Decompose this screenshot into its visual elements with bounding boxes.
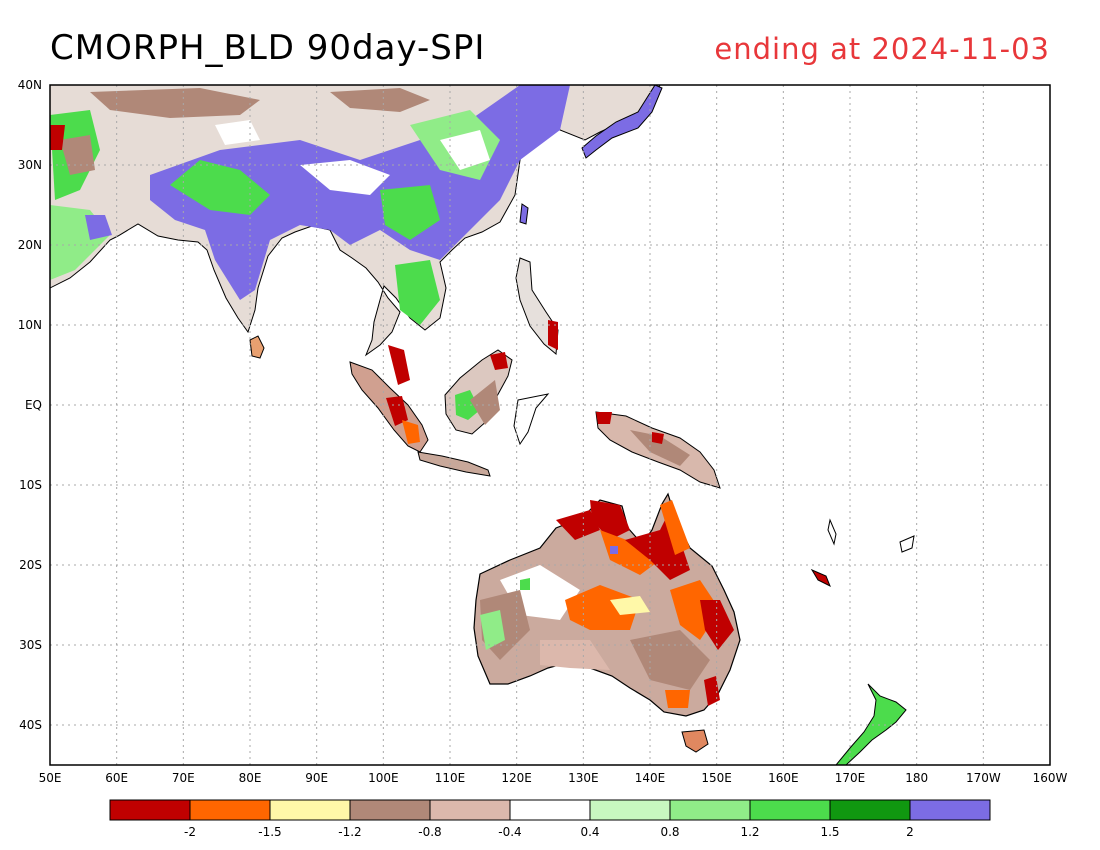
land-taiwan (519, 203, 529, 225)
lon-tick-label: 50E (39, 771, 62, 785)
land-new-zealand (835, 683, 907, 765)
land-fiji (810, 568, 831, 588)
land-japan (581, 85, 663, 159)
legend-swatch (749, 799, 831, 821)
lon-tick-label: 90E (305, 771, 328, 785)
lon-tick-label: 160W (1033, 771, 1068, 785)
legend-label: 1.5 (820, 825, 839, 839)
map-field (50, 85, 915, 765)
land-vanuatu (827, 518, 837, 546)
lat-tick-label: EQ (25, 398, 42, 412)
legend-label: 0.8 (660, 825, 679, 839)
legend-label: -1.5 (258, 825, 281, 839)
land-sulawesi (513, 393, 550, 446)
land-new-caledonia (899, 535, 915, 553)
lat-tick-label: 20N (18, 238, 42, 252)
color-legend: -2 -1.5 -1.2 -0.8 -0.4 0.4 0.8 1.2 1.5 2 (109, 799, 991, 839)
grid-lines (50, 85, 1050, 765)
legend-label: 1.2 (740, 825, 759, 839)
legend-swatch (429, 799, 511, 821)
lon-tick-label: 170E (835, 771, 866, 785)
lat-tick-label: 10N (18, 318, 42, 332)
legend-label: -1.2 (338, 825, 361, 839)
legend-label: -0.4 (498, 825, 521, 839)
lon-tick-label: 150E (701, 771, 732, 785)
legend-swatch (269, 799, 351, 821)
land-sri-lanka (249, 335, 265, 359)
lat-tick-label: 10S (19, 478, 42, 492)
map-subtitle: ending at 2024-11-03 (714, 32, 1050, 66)
land-java (417, 451, 491, 477)
lat-tick-label: 30S (19, 638, 42, 652)
lat-tick-label: 40S (19, 718, 42, 732)
legend-label: -0.8 (418, 825, 441, 839)
lon-tick-label: 130E (568, 771, 599, 785)
lon-tick-label: 140E (635, 771, 666, 785)
lat-tick-label: 30N (18, 158, 42, 172)
lon-tick-label: 170W (966, 771, 1001, 785)
legend-swatch (189, 799, 271, 821)
lon-tick-label: 160E (768, 771, 799, 785)
lon-tick-label: 110E (435, 771, 466, 785)
map-frame (49, 84, 1051, 766)
lon-tick-label: 60E (105, 771, 128, 785)
lon-tick-label: 80E (239, 771, 262, 785)
land-philippines (515, 257, 559, 355)
latitude-labels: 40N 30N 20N 10N EQ 10S 20S 30S 40S (18, 78, 42, 732)
lon-tick-label: 100E (368, 771, 399, 785)
legend-label: 2 (906, 825, 914, 839)
legend-label: -2 (184, 825, 196, 839)
lat-tick-label: 20S (19, 558, 42, 572)
legend-swatch (829, 799, 911, 821)
spi-patches (50, 85, 690, 466)
legend-label: 0.4 (580, 825, 599, 839)
lon-tick-label: 120E (501, 771, 532, 785)
legend-swatch (109, 799, 191, 821)
legend-swatch (349, 799, 431, 821)
lon-tick-label: 180 (905, 771, 928, 785)
lat-tick-label: 40N (18, 78, 42, 92)
legend-swatch (589, 799, 671, 821)
map-title: CMORPH_BLD 90day-SPI (50, 28, 486, 68)
legend-swatch (909, 799, 991, 821)
legend-swatch (669, 799, 751, 821)
lon-tick-label: 70E (172, 771, 195, 785)
land-tasmania (681, 729, 709, 753)
legend-swatch (509, 799, 591, 821)
longitude-labels: 50E 60E 70E 80E 90E 100E 110E 120E 130E 140E 150E 1… (39, 771, 1068, 785)
